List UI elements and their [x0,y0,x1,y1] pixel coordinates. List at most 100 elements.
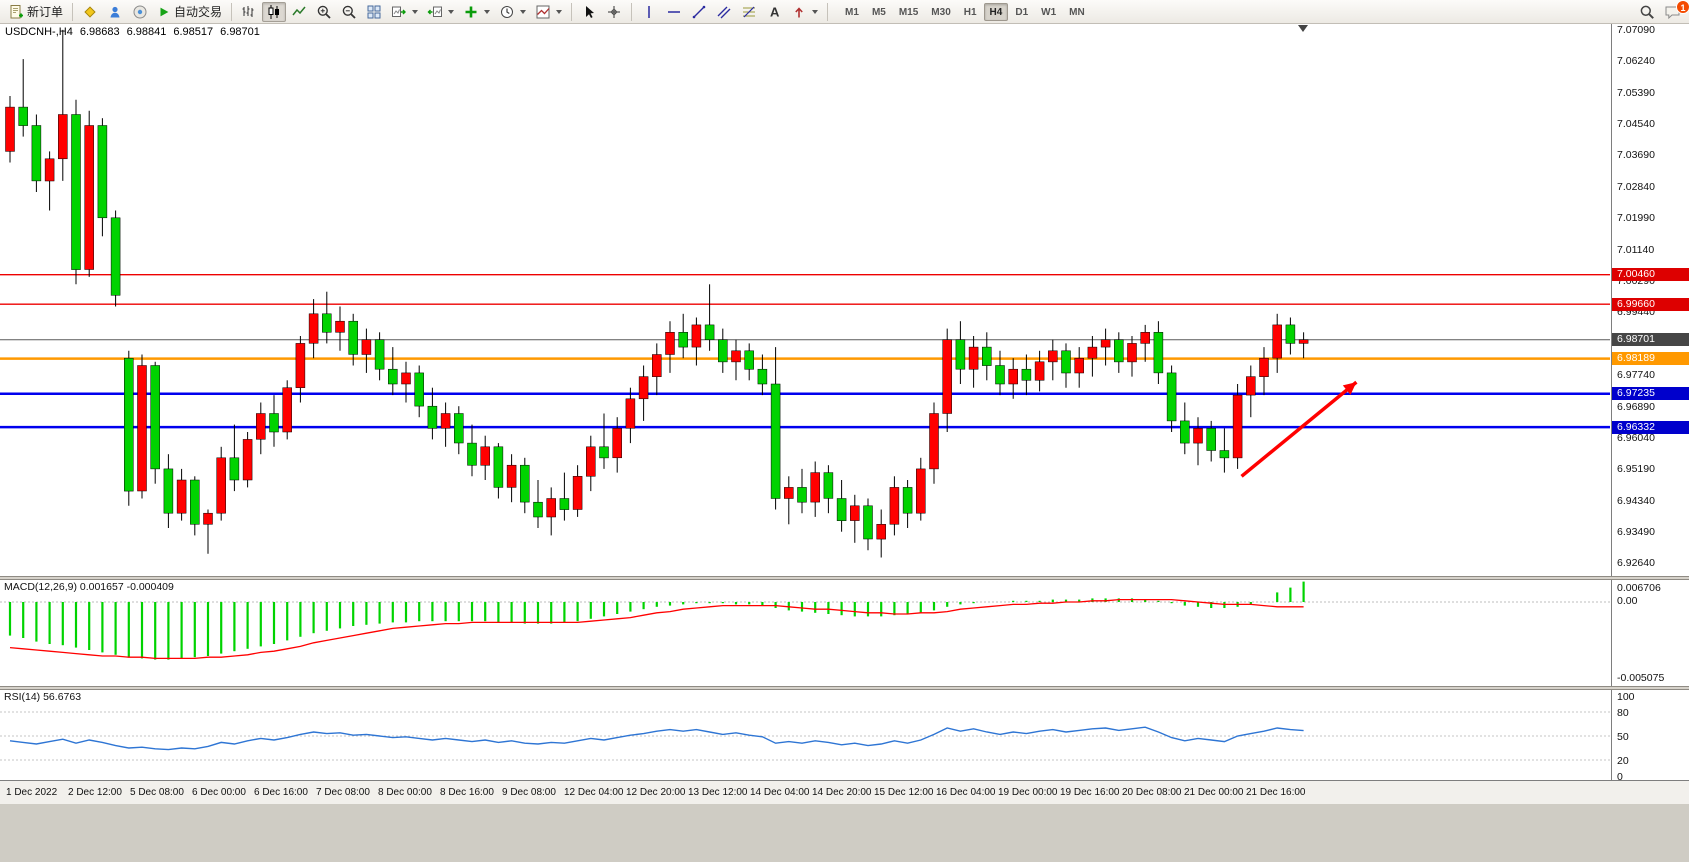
zoom-out-button[interactable] [337,2,361,22]
notifications-button[interactable]: 1 [1660,0,1689,22]
cursor-icon [586,5,595,18]
mql5-icon [133,5,147,18]
autotrading-button[interactable]: 自动交易 [153,2,226,22]
search-button[interactable] [1635,2,1659,22]
trendline-icon [692,5,706,18]
candlestick-chart-button[interactable] [262,1,287,22]
toolbar-separator [827,2,829,21]
timeframe-m30-button[interactable]: M30 [931,6,951,18]
time-axis-label: 2 Dec 12:00 [68,787,122,798]
templates-button[interactable] [531,2,566,22]
periods-button[interactable] [495,2,530,22]
new-order-button[interactable]: 新订单 [4,2,67,22]
community-button[interactable] [103,2,127,22]
price-scale-label: 7.07090 [1617,24,1655,36]
autotrading-label: 自动交易 [174,5,223,19]
macd-chart-area[interactable] [0,580,1610,686]
price-scale-label: 6.95190 [1617,463,1655,475]
community-icon [110,6,120,17]
panel-separator[interactable] [0,686,1689,690]
chart-window: USDCNH-,H4 6.98683 6.98841 6.98517 6.987… [0,24,1689,804]
time-axis-label: 19 Dec 16:00 [1060,787,1120,798]
timeframe-m1-button[interactable]: M1 [845,6,859,18]
price-tag: 6.96332 [1612,421,1689,434]
trendline-button[interactable] [687,2,711,22]
tile-windows-icon [367,5,381,18]
price-scale-label: 6.97740 [1617,369,1655,381]
price-tag: 6.98189 [1612,352,1689,365]
cursor-button[interactable] [577,2,601,22]
price-tag: 6.98701 [1612,333,1689,346]
mql5-button[interactable] [128,2,152,22]
indicators-add-icon [465,6,477,17]
time-axis-label: 21 Dec 00:00 [1184,787,1244,798]
auto-scroll-icon [392,6,407,17]
rsi-scale-label: 50 [1617,731,1629,743]
price-scale-label: 6.94340 [1617,495,1655,507]
main-price-panel: USDCNH-,H4 6.98683 6.98841 6.98517 6.987… [0,24,1689,576]
horizontal-line-button[interactable] [662,2,686,22]
equidistant-channel-button[interactable] [712,2,736,22]
timeframe-m5-button[interactable]: M5 [871,6,886,18]
toolbar-separator [231,2,233,21]
search-icon [1640,5,1654,19]
indicators-button[interactable] [459,2,494,22]
close-value: 6.98701 [220,26,260,38]
price-axis[interactable]: 7.07090 7.06240 7.05390 7.04540 7.03690 7.028… [1611,24,1689,576]
price-scale-label: 7.04540 [1617,118,1655,130]
time-axis-label: 12 Dec 20:00 [626,787,686,798]
timeframe-m15-button[interactable]: M15 [898,6,919,18]
panel-separator[interactable] [0,576,1689,580]
bar-chart-button[interactable] [237,2,261,22]
rsi-chart-area[interactable] [0,690,1610,780]
time-axis[interactable]: 1 Dec 2022 2 Dec 12:00 5 Dec 08:00 6 Dec 00… [0,780,1689,804]
templates-icon [536,5,550,18]
dropdown-caret [520,9,527,14]
clock-icon [501,5,514,18]
price-tag: 7.00460 [1612,268,1689,281]
timeframe-w1-button[interactable]: W1 [1041,6,1057,18]
price-tag: 6.97235 [1612,387,1689,400]
vertical-line-button[interactable] [637,2,661,22]
metaeditor-button[interactable] [78,2,102,22]
time-axis-label: 12 Dec 04:00 [564,787,624,798]
line-chart-button[interactable] [287,2,311,22]
tile-windows-button[interactable] [362,2,386,22]
auto-scroll-button[interactable] [387,2,422,22]
zoom-in-icon [317,5,331,19]
toolbar-separator [72,2,74,21]
chart-shift-marker[interactable] [1298,25,1308,32]
dropdown-caret [448,9,455,14]
channel-icon [717,6,731,18]
timeframe-d1-button[interactable]: D1 [1015,6,1029,18]
time-axis-label: 14 Dec 04:00 [750,787,810,798]
rsi-scale-label: 80 [1617,707,1629,719]
time-axis-label: 8 Dec 00:00 [378,787,432,798]
price-scale-label: 6.96040 [1617,432,1655,444]
chart-shift-button[interactable] [423,2,458,22]
timeframe-h1-button[interactable]: H1 [963,6,977,18]
macd-axis[interactable]: 0.006706 0.00 -0.005075 [1611,580,1689,686]
time-axis-label: 16 Dec 04:00 [936,787,996,798]
time-axis-label: 8 Dec 16:00 [440,787,494,798]
timeframe-mn-button[interactable]: MN [1069,6,1085,18]
rsi-axis[interactable]: 100 80 50 20 0 [1611,690,1689,780]
candlestick-chart-icon [268,4,280,19]
arrows-tool-button[interactable] [787,2,822,22]
time-axis-label: 6 Dec 00:00 [192,787,246,798]
rsi-scale-label: 100 [1617,691,1635,703]
toolbar: 新订单 自动交易 [0,0,1689,24]
zoom-in-button[interactable] [312,2,336,22]
chart-title: USDCNH-,H4 6.98683 6.98841 6.98517 6.987… [5,26,260,38]
price-scale-label: 7.01140 [1617,244,1655,256]
fibonacci-button[interactable] [737,2,761,22]
notification-badge: 1 [1676,0,1689,14]
crosshair-button[interactable] [602,2,626,22]
zoom-out-icon [342,5,356,19]
toolbar-separator [571,2,573,21]
toolbar-separator [631,2,633,21]
text-button[interactable]: A [762,2,786,22]
main-chart-area[interactable] [0,24,1610,576]
timeframe-h4-button[interactable]: H4 [983,2,1009,21]
price-scale-label: 6.92640 [1617,557,1655,569]
